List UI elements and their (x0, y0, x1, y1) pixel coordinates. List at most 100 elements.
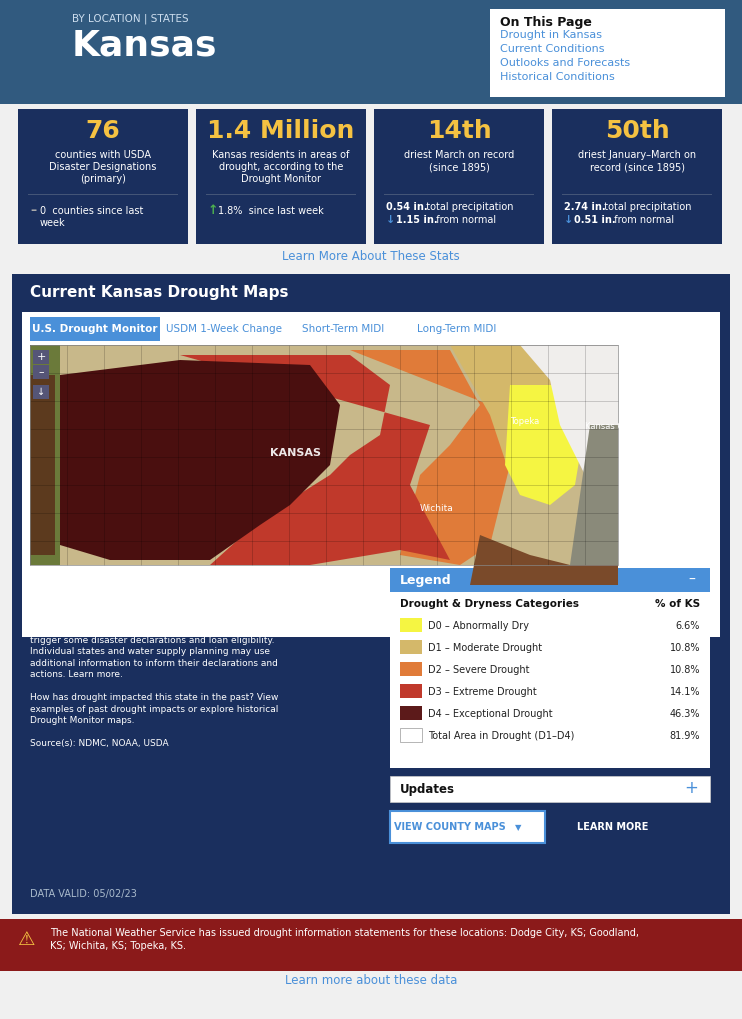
Text: Learn more about these data: Learn more about these data (285, 973, 457, 986)
Bar (30, 345, 618, 566)
Text: DATA VALID: 05/02/23: DATA VALID: 05/02/23 (30, 889, 137, 898)
Text: ⚠: ⚠ (18, 929, 36, 948)
Text: counties with USDA: counties with USDA (55, 150, 151, 160)
Bar (390, 811, 545, 843)
Text: D4 – Exceptional Drought: D4 – Exceptional Drought (428, 708, 553, 718)
Text: from normal: from normal (608, 215, 674, 225)
Bar (490, 10, 725, 98)
Text: Drought Monitor: Drought Monitor (241, 174, 321, 183)
Text: 0  counties since last: 0 counties since last (40, 206, 143, 216)
Text: Topeka: Topeka (510, 417, 539, 426)
Text: 14.1%: 14.1% (669, 687, 700, 696)
Bar (390, 592, 710, 768)
Text: Short-Term MIDI: Short-Term MIDI (302, 324, 384, 333)
Text: Wichita: Wichita (420, 503, 454, 513)
Text: 1.15 in.: 1.15 in. (396, 215, 438, 225)
Text: Learn More About These Stats: Learn More About These Stats (282, 250, 460, 263)
Bar (400, 662, 422, 677)
Bar (400, 619, 422, 633)
Polygon shape (180, 356, 450, 566)
Polygon shape (350, 351, 510, 566)
Text: Drought Monitor maps.: Drought Monitor maps. (30, 715, 134, 725)
Text: actions. Learn more.: actions. Learn more. (30, 669, 123, 679)
Text: Kansas: Kansas (72, 28, 217, 62)
Polygon shape (30, 345, 60, 566)
Text: –: – (688, 573, 695, 586)
Text: 81.9%: 81.9% (669, 731, 700, 740)
Text: The U.S. Drought Monitor depicts the location and intensity of: The U.S. Drought Monitor depicts the loc… (30, 567, 312, 576)
Text: total precipitation: total precipitation (419, 202, 513, 212)
Polygon shape (470, 535, 618, 586)
Text: +: + (684, 779, 698, 796)
Text: 10.8%: 10.8% (669, 664, 700, 675)
Text: Legend: Legend (400, 574, 452, 586)
Text: Long-Term MIDI: Long-Term MIDI (417, 324, 496, 333)
Bar (374, 110, 544, 245)
Text: ↓: ↓ (564, 215, 574, 225)
Text: trigger some disaster declarations and loan eligibility.: trigger some disaster declarations and l… (30, 636, 275, 644)
Text: +: + (36, 352, 46, 362)
Text: drought, according to the: drought, according to the (219, 162, 344, 172)
Bar (390, 776, 710, 802)
Text: Individual states and water supply planning may use: Individual states and water supply plann… (30, 647, 270, 656)
Text: ▼: ▼ (515, 822, 522, 832)
Text: driest January–March on: driest January–March on (578, 150, 696, 160)
Text: LEARN MORE: LEARN MORE (577, 821, 649, 832)
Text: –: – (38, 367, 44, 377)
Bar (0, 105, 742, 250)
Bar (33, 366, 49, 380)
Text: D3 – Extreme Drought: D3 – Extreme Drought (428, 687, 536, 696)
Text: from normal: from normal (430, 215, 496, 225)
Text: % of KS: % of KS (655, 598, 700, 608)
Polygon shape (505, 385, 585, 505)
Text: KS; Wichita, KS; Topeka, KS.: KS; Wichita, KS; Topeka, KS. (50, 941, 186, 950)
Bar (22, 313, 720, 637)
Text: Drought in Kansas: Drought in Kansas (500, 30, 602, 40)
Text: BY LOCATION | STATES: BY LOCATION | STATES (72, 14, 188, 24)
Text: 1.8%  since last week: 1.8% since last week (218, 206, 324, 216)
Text: VIEW COUNTY MAPS: VIEW COUNTY MAPS (394, 821, 506, 832)
Bar (33, 385, 49, 399)
Bar (30, 345, 618, 566)
Bar (12, 275, 730, 914)
Polygon shape (520, 345, 618, 476)
Bar (0, 0, 742, 105)
Text: additional information to inform their declarations and: additional information to inform their d… (30, 658, 278, 667)
Bar (30, 318, 160, 341)
Bar (400, 729, 422, 742)
Text: 10.8%: 10.8% (669, 642, 700, 652)
Text: 2.74 in.: 2.74 in. (564, 202, 605, 212)
Text: 6.6%: 6.6% (676, 621, 700, 631)
Text: USDM 1-Week Change: USDM 1-Week Change (166, 324, 282, 333)
Text: D1 – Moderate Drought: D1 – Moderate Drought (428, 642, 542, 652)
Bar (552, 110, 722, 245)
Text: 14th: 14th (427, 119, 491, 143)
Text: week: week (40, 218, 65, 228)
Bar (33, 351, 49, 365)
Polygon shape (60, 361, 340, 560)
Text: examples of past drought impacts or explore historical: examples of past drought impacts or expl… (30, 704, 278, 713)
Text: –: – (30, 204, 36, 217)
Text: ↓: ↓ (386, 215, 395, 225)
Text: (primary): (primary) (80, 174, 126, 183)
Bar (18, 110, 188, 245)
Bar (400, 706, 422, 720)
Text: (since 1895): (since 1895) (429, 162, 490, 172)
Bar (400, 685, 422, 698)
Bar (0, 919, 742, 971)
Text: 76: 76 (85, 119, 120, 143)
Polygon shape (450, 345, 560, 476)
Text: Current Conditions: Current Conditions (500, 44, 605, 54)
Bar (0, 0, 742, 105)
Bar (400, 640, 422, 654)
Bar (390, 569, 710, 592)
Polygon shape (570, 426, 618, 566)
Text: D0 – Abnormally Dry: D0 – Abnormally Dry (428, 621, 529, 631)
Text: Abnormally Dry (D0), showing areas that may be going into or: Abnormally Dry (D0), showing areas that … (30, 589, 312, 598)
Text: Outlooks and Forecasts: Outlooks and Forecasts (500, 58, 630, 68)
Text: The National Weather Service has issued drought information statements for these: The National Weather Service has issued … (50, 927, 639, 937)
Text: D2 – Severe Drought: D2 – Severe Drought (428, 664, 530, 675)
Text: Updates: Updates (400, 783, 455, 795)
Bar (553, 811, 673, 843)
Text: record (since 1895): record (since 1895) (589, 162, 685, 172)
